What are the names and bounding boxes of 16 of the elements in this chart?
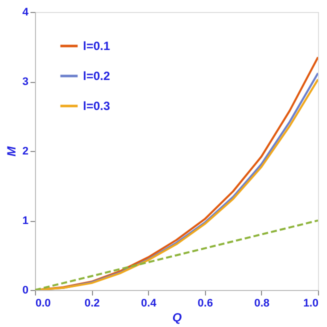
y-tick-label: 4	[22, 6, 30, 18]
legend-label: l=0.1	[83, 39, 110, 53]
x-tick-label: 0.8	[254, 298, 270, 310]
y-tick-label: 0	[22, 284, 28, 296]
y-axis-title: M	[4, 146, 18, 156]
legend-label: l=0.2	[83, 69, 110, 83]
y-tick-label: 2	[22, 146, 28, 158]
x-tick-label: 0.0	[36, 298, 51, 310]
legend-label: l=0.3	[83, 99, 110, 113]
y-tick-label: 3	[22, 76, 28, 88]
x-tick-label: 0.6	[198, 298, 213, 310]
x-tick-label: 0.4	[141, 298, 158, 310]
x-tick-label: 0.2	[84, 298, 100, 310]
y-tick-label: 1	[22, 215, 28, 227]
x-tick-label: 1.0	[303, 298, 318, 310]
x-axis-title: Q	[172, 310, 182, 324]
